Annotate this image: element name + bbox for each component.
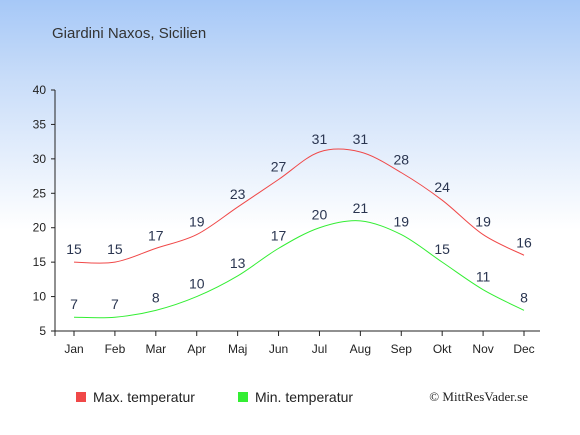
x-tick-label: Dec [513, 342, 534, 356]
legend-item-min: Min. temperatur [238, 389, 353, 405]
data-label-max: 19 [189, 214, 205, 230]
x-tick-label: Aug [350, 342, 371, 356]
data-label-max: 16 [516, 234, 532, 250]
x-tick-label: Feb [105, 342, 126, 356]
x-tick-label: Mar [145, 342, 166, 356]
data-label-max: 19 [475, 214, 491, 230]
credit-text: © MittResVader.se [429, 389, 528, 404]
x-tick-label: Maj [228, 342, 247, 356]
x-tick-label: Jun [269, 342, 288, 356]
legend-label-max: Max. temperatur [93, 389, 195, 405]
data-label-min: 8 [520, 289, 528, 305]
data-label-min: 13 [230, 255, 246, 271]
data-label-max: 17 [148, 227, 164, 243]
data-label-max: 15 [66, 241, 82, 257]
x-tick-label: Jul [312, 342, 327, 356]
data-label-min: 7 [111, 296, 119, 312]
data-label-min: 21 [353, 200, 369, 216]
legend-item-max: Max. temperatur [76, 389, 195, 405]
series-line-min [73, 220, 525, 319]
data-labels: 15 15 17 19 23 27 31 31 28 24 19 16 7 7 8 10 13 17 20 21 19 1… [66, 131, 532, 312]
y-tick-label: 25 [33, 186, 47, 200]
axes: 5 10 15 20 25 30 35 40 Jan Feb Mar Apr Maj Jun Jul Aug S… [33, 83, 540, 356]
x-tick-label: Okt [433, 342, 452, 356]
data-label-max: 15 [107, 241, 123, 257]
y-tick-label: 10 [33, 290, 47, 304]
data-label-min: 20 [312, 207, 328, 223]
data-label-max: 31 [312, 131, 328, 147]
data-label-min: 8 [152, 289, 160, 305]
data-label-min: 11 [476, 269, 491, 285]
y-tick-label: 40 [33, 83, 47, 97]
data-label-min: 15 [434, 241, 450, 257]
data-label-max: 24 [434, 179, 450, 195]
data-label-max: 27 [271, 159, 287, 175]
data-label-max: 23 [230, 186, 246, 202]
chart-title: Giardini Naxos, Sicilien [52, 25, 206, 42]
data-label-max: 28 [393, 152, 409, 168]
data-label-max: 31 [353, 131, 369, 147]
y-tick-label: 35 [33, 117, 47, 131]
data-label-min: 10 [189, 276, 205, 292]
y-tick-label: 20 [33, 221, 47, 235]
series-layer [73, 148, 525, 319]
legend-label-min: Min. temperatur [255, 389, 354, 405]
data-label-min: 19 [393, 214, 409, 230]
data-label-min: 17 [271, 227, 287, 243]
y-tick-label: 5 [39, 324, 46, 338]
series-line-max [73, 148, 525, 264]
legend-swatch-max [76, 392, 86, 402]
x-tick-label: Jan [64, 342, 83, 356]
x-tick-label: Apr [187, 342, 206, 356]
data-label-min: 7 [70, 296, 78, 312]
y-tick-label: 30 [33, 152, 47, 166]
legend-swatch-min [238, 392, 248, 402]
x-tick-label: Sep [391, 342, 413, 356]
x-tick-label: Nov [472, 342, 493, 356]
y-tick-label: 15 [33, 255, 47, 269]
